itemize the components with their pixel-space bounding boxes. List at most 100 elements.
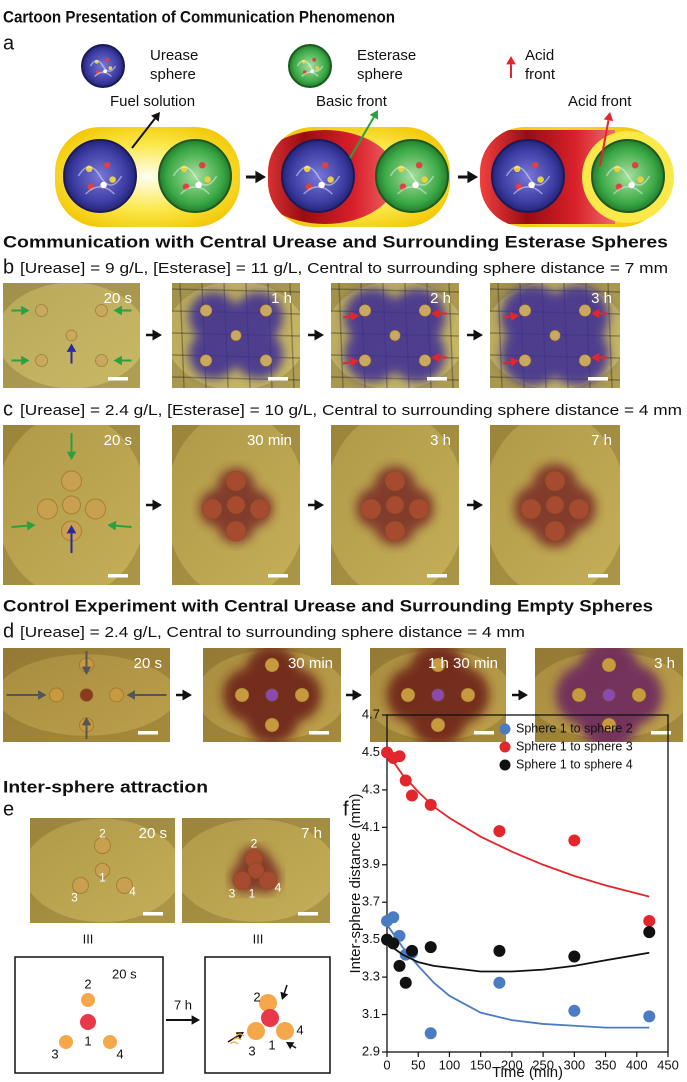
sphere-center <box>266 689 279 702</box>
label: [Urease] = 2.4 g/L, [Esterase] = 10 g/L,… <box>20 402 682 419</box>
label: 3 h <box>654 655 675 672</box>
sphere <box>569 499 589 519</box>
arrow-shaft <box>12 526 28 527</box>
arrow-head <box>153 500 163 511</box>
label: 4.3 <box>362 781 380 796</box>
sphere-dot <box>416 162 422 168</box>
label: 3 <box>51 1046 58 1061</box>
label: Inter-sphere attraction <box>3 777 208 796</box>
sphere <box>519 355 531 367</box>
sphere <box>110 688 124 702</box>
label: Basic front <box>316 93 388 110</box>
photo <box>152 797 359 944</box>
sphere <box>409 499 429 519</box>
data-point <box>568 834 580 846</box>
sphere <box>401 688 415 702</box>
legend-marker <box>500 760 511 771</box>
label: 30 min <box>247 432 292 449</box>
data-point <box>387 911 399 923</box>
arrow <box>467 330 483 341</box>
sphere <box>200 355 212 367</box>
label: 150 <box>470 1057 492 1072</box>
sphere <box>265 658 279 672</box>
sphere-dot <box>104 162 110 168</box>
sphere <box>86 499 106 519</box>
urease-sphere <box>82 45 124 87</box>
sphere <box>545 471 565 491</box>
sphere <box>226 471 246 491</box>
label: 20 s <box>112 966 137 981</box>
photo-content <box>464 393 646 617</box>
label: 450 <box>657 1057 679 1072</box>
sphere <box>431 718 445 732</box>
sphere-center <box>550 330 561 341</box>
photo-content <box>305 393 484 617</box>
label: [Urease] = 9 g/L, [Esterase] = 11 g/L, C… <box>20 260 668 277</box>
photo-content <box>146 262 325 409</box>
label: 2 <box>84 976 91 991</box>
arrow <box>506 56 516 78</box>
sphere-dot <box>315 66 319 70</box>
arrow-head <box>474 330 484 341</box>
label: 1 <box>99 871 106 885</box>
label: d <box>3 620 14 642</box>
label: Cartoon Presentation of Communication Ph… <box>3 7 395 26</box>
sphere-center <box>386 496 404 514</box>
sphere <box>545 521 565 541</box>
sphere-center <box>432 689 445 702</box>
data-point <box>393 960 405 972</box>
arrow-shaft <box>503 362 511 363</box>
arrow-head <box>192 1015 200 1025</box>
label: 1 <box>84 1033 91 1048</box>
data-point <box>425 799 437 811</box>
sphere <box>419 355 431 367</box>
label: e <box>3 798 14 820</box>
arrow-head <box>467 171 478 183</box>
label: 4 <box>275 881 282 895</box>
label: 20 s <box>104 432 132 449</box>
photo <box>305 262 484 409</box>
photo <box>0 262 167 409</box>
label: 3 h <box>591 290 612 307</box>
sphere-center <box>603 689 616 702</box>
label: 3.3 <box>362 969 380 984</box>
sphere <box>260 355 272 367</box>
label: sphere <box>150 66 196 83</box>
label: III <box>253 931 264 946</box>
label: 4.1 <box>362 819 380 834</box>
legend-marker <box>500 742 511 753</box>
sphere <box>572 688 586 702</box>
arrow <box>512 690 528 701</box>
photo-content <box>175 629 368 761</box>
fit-line <box>387 752 649 896</box>
sphere <box>361 499 381 519</box>
label: 2 <box>99 827 106 841</box>
data-point <box>387 937 399 949</box>
photo-content <box>152 797 359 944</box>
sphere-dot <box>108 66 112 70</box>
label: Control Experiment with Central Urease a… <box>3 596 653 615</box>
label: Fuel solution <box>110 93 195 110</box>
label: 30 min <box>288 655 333 672</box>
label: sphere <box>357 66 403 83</box>
sphere-center <box>546 496 564 514</box>
arrow-head <box>474 500 484 511</box>
sphere <box>265 718 279 732</box>
label: 20 s <box>104 290 132 307</box>
arrow-head <box>604 112 613 121</box>
arrow <box>308 330 324 341</box>
arrow-shaft <box>503 317 511 318</box>
arrow-head <box>315 330 325 341</box>
label: c <box>3 398 13 420</box>
photo <box>343 629 533 761</box>
sphere <box>250 499 270 519</box>
data-point <box>406 945 418 957</box>
label: Acid <box>525 47 554 64</box>
label: 3 <box>248 1043 255 1058</box>
scale-bar <box>474 731 494 735</box>
figure: Cartoon Presentation of Communication Ph… <box>0 0 687 1082</box>
photo <box>175 629 368 761</box>
sphere <box>632 688 646 702</box>
urease-sphere <box>282 140 354 212</box>
label: 2.9 <box>362 1043 380 1058</box>
